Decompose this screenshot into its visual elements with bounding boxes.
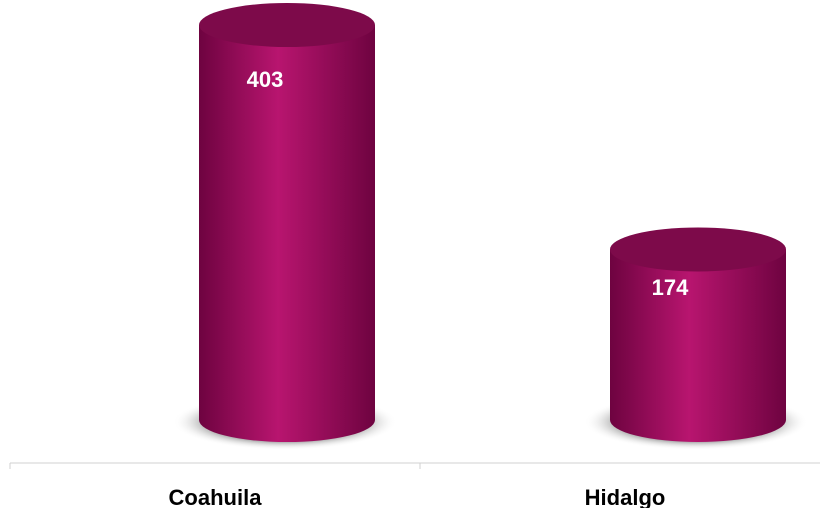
bars-group <box>173 3 808 450</box>
data-label: 403 <box>247 67 284 92</box>
bar <box>199 25 375 442</box>
data-label: 174 <box>652 275 689 300</box>
category-label: Coahuila <box>169 485 263 508</box>
bar-top <box>199 3 375 47</box>
category-label: Hidalgo <box>585 485 666 508</box>
bar <box>610 249 786 442</box>
bar-top <box>610 227 786 272</box>
